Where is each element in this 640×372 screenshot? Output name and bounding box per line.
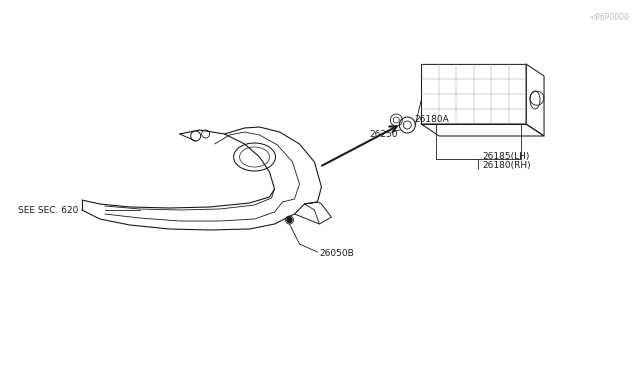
Text: SEE SEC. 620: SEE SEC. 620 [18,205,78,215]
Text: 26050B: 26050B [319,250,354,259]
Circle shape [287,218,292,222]
Text: 26180(RH): 26180(RH) [482,160,531,170]
Text: 26250: 26250 [369,129,398,138]
Text: 26180A: 26180A [414,115,449,124]
Text: 26185(LH): 26185(LH) [482,151,529,160]
Text: <P6P0000: <P6P0000 [589,13,629,22]
